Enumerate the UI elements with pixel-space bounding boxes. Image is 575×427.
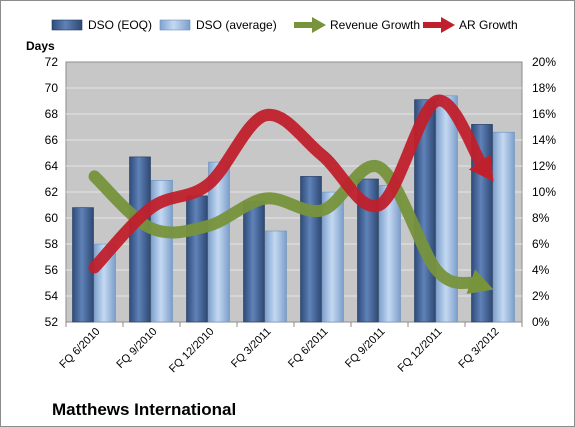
legend-label: DSO (average) <box>196 18 277 32</box>
y-tick-label: 62 <box>45 185 59 199</box>
legend-label: AR Growth <box>459 18 518 32</box>
line-revenue-growth <box>88 160 481 290</box>
y2-tick-label: 14% <box>532 133 556 147</box>
bar-dso-average <box>493 131 515 323</box>
bar-dso-eoq <box>357 178 379 323</box>
legend-swatch-dso-average- <box>159 19 191 31</box>
bar-dso-average <box>322 191 344 323</box>
chart-title: Matthews International <box>52 400 236 419</box>
y-tick-label: 66 <box>45 133 59 147</box>
y-tick-label: 72 <box>45 55 59 69</box>
y-tick-label: 70 <box>45 81 59 95</box>
y-tick-label: 64 <box>45 159 59 173</box>
legend-swatch-dso-eoq- <box>51 19 83 31</box>
y-tick-label: 56 <box>45 263 59 277</box>
y-tick-label: 68 <box>45 107 59 121</box>
bar-dso-eoq <box>129 156 151 323</box>
y2-tick-label: 2% <box>532 289 550 303</box>
legend: DSO (EOQ) DSO (average) Revenue Growth AR G… <box>51 17 518 33</box>
bar-dso-average <box>151 180 173 323</box>
y2-tick-label: 20% <box>532 55 556 69</box>
bar-dso-eoq <box>186 195 208 323</box>
arrowhead-ar-growth <box>469 154 494 182</box>
bar-dso-average <box>436 95 458 323</box>
y2-tick-label: 18% <box>532 81 556 95</box>
legend-arrow-revenue-growth <box>312 17 326 33</box>
y2-tick-label: 4% <box>532 263 550 277</box>
y-axis-title: Days <box>26 39 55 53</box>
bar-dso-average <box>265 230 287 323</box>
legend-arrow-ar-growth <box>441 17 455 33</box>
y-tick-label: 60 <box>45 211 59 225</box>
legend-label: Revenue Growth <box>330 18 420 32</box>
y2-tick-label: 16% <box>532 107 556 121</box>
y2-tick-label: 0% <box>532 315 550 329</box>
y2-tick-label: 10% <box>532 185 556 199</box>
bar-dso-eoq <box>243 200 265 323</box>
line-ar-growth <box>88 94 488 274</box>
y-tick-label: 52 <box>45 315 59 329</box>
arrowhead-revenue-growth <box>466 269 494 295</box>
y2-tick-label: 8% <box>532 211 550 225</box>
y-tick-label: 54 <box>45 289 59 303</box>
bar-dso-average <box>208 161 230 323</box>
y2-tick-label: 6% <box>532 237 550 251</box>
bar-dso-eoq <box>300 176 322 323</box>
legend-label: DSO (EOQ) <box>88 18 152 32</box>
y-tick-label: 58 <box>45 237 59 251</box>
y2-tick-label: 12% <box>532 159 556 173</box>
